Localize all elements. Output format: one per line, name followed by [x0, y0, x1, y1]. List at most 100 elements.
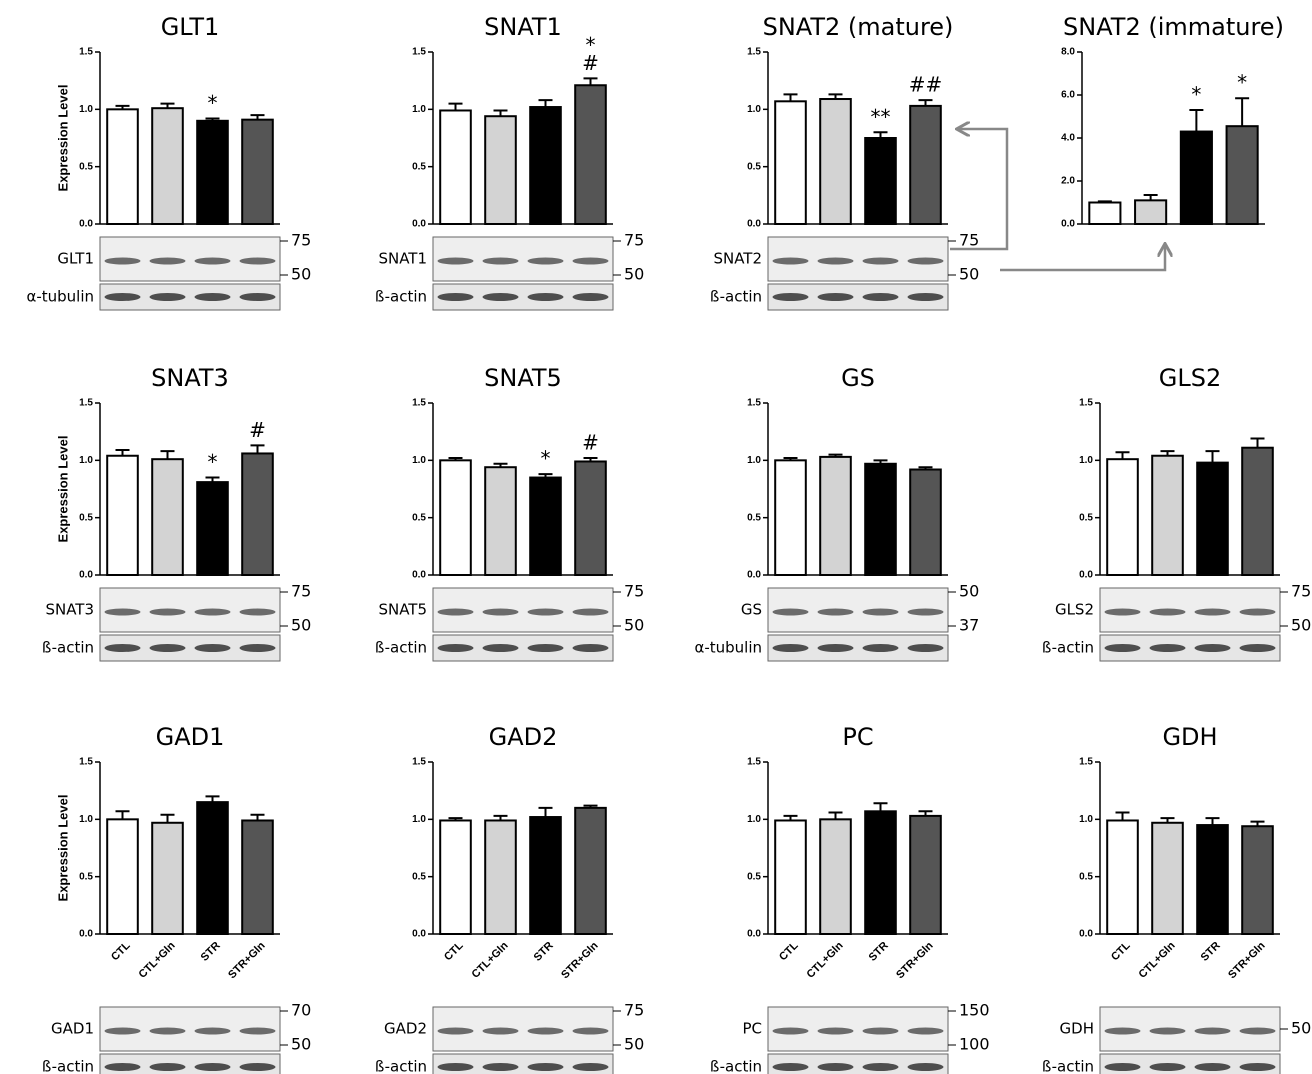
- blot-band: [195, 644, 231, 652]
- y-tick-label: 0.5: [747, 512, 761, 523]
- y-tick-label: 0.0: [747, 570, 761, 581]
- bar: [485, 820, 516, 934]
- blot-band: [1105, 644, 1141, 652]
- y-axis-label: Expression Level: [55, 436, 70, 543]
- blot-band: [773, 609, 809, 616]
- mw-marker: 50: [291, 265, 311, 284]
- y-tick-label: 0.0: [1079, 929, 1093, 940]
- blot-band: [240, 258, 276, 265]
- y-tick-label: 1.5: [1079, 398, 1093, 409]
- y-tick-label: 0.0: [79, 219, 93, 230]
- blot-band: [773, 293, 809, 301]
- blot-label: GS: [741, 601, 762, 619]
- y-tick-label: 0.5: [79, 871, 93, 882]
- blot-band: [105, 644, 141, 652]
- blot-band: [818, 644, 854, 652]
- blot-band: [863, 258, 899, 265]
- x-tick-label: STR+Gln: [894, 939, 936, 981]
- mw-marker: 50: [624, 616, 644, 635]
- blot-band: [573, 293, 609, 301]
- error-bar: [449, 104, 463, 111]
- blot-band: [818, 609, 854, 616]
- x-tick-label: STR+Gln: [559, 939, 601, 981]
- bar: [1107, 459, 1138, 575]
- blot-band: [908, 1063, 944, 1071]
- blot-band: [1240, 609, 1276, 616]
- y-tick-label: 0.5: [747, 871, 761, 882]
- y-tick-label: 0.5: [412, 161, 426, 172]
- y-tick-label: 0.5: [412, 512, 426, 523]
- bar: [1242, 826, 1273, 934]
- bar: [485, 467, 516, 575]
- y-tick-label: 0.5: [412, 871, 426, 882]
- bar: [242, 820, 273, 934]
- y-tick-label: 1.0: [412, 104, 426, 115]
- y-axis-label: Expression Level: [55, 85, 70, 192]
- chart-title: GS: [841, 364, 875, 392]
- x-tick-label: STR: [532, 940, 556, 964]
- x-tick-label: STR+Gln: [226, 939, 268, 981]
- blot-band: [1195, 1028, 1231, 1035]
- blot-band: [863, 1028, 899, 1035]
- blot-band: [818, 1028, 854, 1035]
- bar: [152, 459, 183, 575]
- bar: [440, 460, 471, 575]
- arrow: [1000, 245, 1165, 270]
- blot-band: [528, 293, 564, 301]
- x-tick-label: CTL+Gln: [805, 939, 846, 980]
- error-bar: [1235, 98, 1249, 126]
- bar: [530, 478, 561, 575]
- blot-band: [1150, 609, 1186, 616]
- error-bar: [829, 812, 843, 819]
- blot-band: [438, 258, 474, 265]
- blot-band: [1240, 644, 1276, 652]
- chart-title: GAD1: [156, 723, 225, 751]
- blot-label: ß-actin: [710, 1058, 762, 1074]
- mw-marker: 75: [624, 1001, 644, 1020]
- blot-band: [528, 609, 564, 616]
- bar: [242, 120, 273, 224]
- blot-band: [195, 609, 231, 616]
- blot-band: [773, 1063, 809, 1071]
- error-bar: [1116, 812, 1130, 820]
- blot-band: [908, 644, 944, 652]
- error-bar: [1206, 451, 1220, 462]
- blot-band: [150, 1063, 186, 1071]
- blot-band: [1195, 1063, 1231, 1071]
- bar: [910, 470, 941, 575]
- blot-label: ß-actin: [42, 639, 94, 657]
- x-tick-label: CTL: [777, 939, 801, 963]
- y-tick-label: 1.0: [1079, 814, 1093, 825]
- x-tick-label: STR: [1199, 940, 1223, 964]
- chart-title: GDH: [1162, 723, 1217, 751]
- blot-label: SNAT5: [378, 601, 427, 619]
- y-tick-label: 0.0: [1061, 219, 1075, 230]
- bar: [1197, 463, 1228, 575]
- blot-band: [195, 293, 231, 301]
- bar: [197, 802, 228, 934]
- mw-marker: 50: [624, 1035, 644, 1054]
- mw-marker: 50: [959, 582, 979, 601]
- blot-band: [150, 258, 186, 265]
- blot-band: [150, 293, 186, 301]
- blot-band: [483, 293, 519, 301]
- blot-band: [483, 1028, 519, 1035]
- y-tick-label: 1.5: [747, 757, 761, 768]
- blot-label: ß-actin: [1042, 639, 1094, 657]
- mw-marker: 50: [291, 1035, 311, 1054]
- blot-band: [863, 609, 899, 616]
- blot-band: [195, 1063, 231, 1071]
- y-axis-label: Expression Level: [55, 795, 70, 902]
- significance-mark: #: [582, 431, 599, 455]
- y-tick-label: 1.0: [412, 814, 426, 825]
- y-tick-label: 1.0: [79, 814, 93, 825]
- blot-band: [573, 644, 609, 652]
- significance-mark: #: [249, 418, 266, 442]
- y-tick-label: 1.5: [412, 398, 426, 409]
- x-tick-label: STR: [199, 940, 223, 964]
- blot-band: [1240, 1063, 1276, 1071]
- blot-label: GAD2: [384, 1020, 427, 1038]
- y-tick-label: 1.5: [412, 757, 426, 768]
- y-tick-label: 1.0: [79, 455, 93, 466]
- y-tick-label: 1.0: [79, 104, 93, 115]
